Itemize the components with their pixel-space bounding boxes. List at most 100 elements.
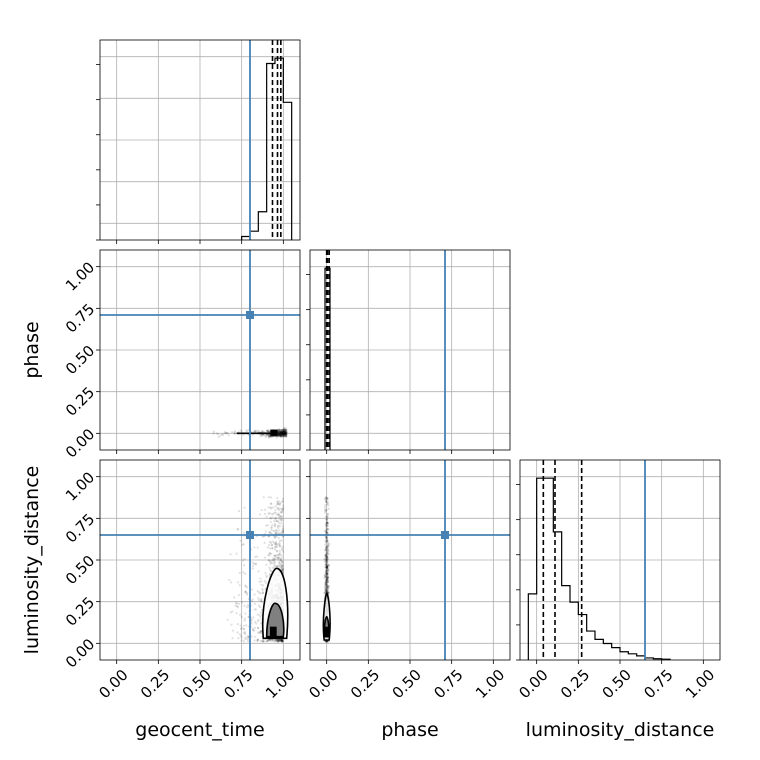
sample-point [270, 502, 273, 505]
sample-point [281, 567, 284, 571]
sample-point [258, 580, 261, 583]
sample-point [325, 508, 328, 512]
sample-point [281, 430, 285, 433]
sample-point [324, 524, 328, 527]
sample-point [283, 427, 286, 430]
sample-point [258, 630, 262, 633]
sample-point [265, 563, 268, 566]
sample-point [325, 583, 328, 586]
sample-point [325, 582, 328, 586]
sample-point [325, 561, 328, 564]
sample-point [240, 430, 243, 433]
sample-point [255, 622, 258, 625]
sample-point [273, 522, 277, 525]
sample-point [326, 537, 329, 540]
sample-point [326, 570, 329, 573]
sample-point [282, 430, 285, 433]
sample-point [326, 572, 329, 575]
sample-point [253, 629, 256, 632]
sample-point [325, 581, 328, 585]
sample-point [279, 434, 282, 437]
sample-point [278, 521, 281, 525]
x-tick-label: 0.75 [640, 666, 676, 702]
sample-point [239, 627, 243, 631]
sample-point [239, 634, 242, 637]
sample-point [279, 638, 283, 641]
sample-point [279, 639, 282, 642]
x-tick-label: 0.00 [515, 666, 551, 702]
sample-point [273, 558, 277, 561]
sample-point [327, 575, 330, 579]
sample-point [326, 581, 329, 584]
sample-point [258, 513, 262, 516]
sample-point [325, 557, 328, 560]
sample-point [324, 581, 327, 584]
sample-point [272, 513, 275, 516]
y-tick-label: 1.00 [62, 258, 98, 294]
x-tick-label: 0.25 [137, 666, 173, 702]
sample-point [282, 432, 285, 435]
sample-point [325, 572, 328, 575]
sample-point [281, 639, 284, 642]
sample-point [222, 433, 225, 436]
sample-point [280, 640, 283, 643]
sample-point [278, 430, 281, 433]
sample-point [253, 602, 256, 605]
sample-point [326, 513, 329, 516]
sample-point [280, 430, 283, 433]
sample-point [269, 531, 272, 534]
sample-point [259, 622, 263, 625]
sample-point [262, 640, 265, 643]
sample-point [244, 572, 247, 575]
sample-point [277, 536, 280, 540]
sample-point [278, 432, 282, 435]
sample-point [273, 511, 276, 514]
sample-point [242, 628, 245, 631]
sample-point [272, 638, 275, 641]
sample-point [260, 599, 263, 602]
sample-point [325, 572, 329, 576]
sample-point [256, 546, 259, 549]
sample-point [325, 536, 328, 539]
sample-point [262, 535, 265, 538]
sample-point [260, 434, 263, 437]
sample-point [268, 434, 272, 437]
sample-point [278, 432, 282, 435]
sample-point [280, 640, 283, 643]
sample-point [285, 429, 288, 433]
sample-point [256, 639, 259, 643]
sample-point [283, 430, 286, 433]
sample-point [270, 639, 273, 643]
sample-point [277, 639, 281, 642]
sample-point [280, 432, 283, 435]
sample-point [267, 512, 270, 515]
sample-point [326, 587, 329, 591]
sample-point [324, 555, 327, 558]
sample-point [277, 433, 280, 436]
sample-point [268, 638, 272, 641]
sample-point [273, 524, 276, 527]
sample-point [278, 433, 281, 437]
sample-point [281, 560, 284, 563]
sample-point [244, 636, 247, 639]
sample-point [226, 432, 229, 435]
sample-point [281, 434, 284, 437]
sample-point [259, 631, 262, 634]
sample-point [265, 574, 268, 577]
sample-point [326, 540, 329, 543]
histogram-luminosity_distance [527, 477, 671, 660]
sample-point [273, 640, 276, 643]
sample-point [327, 586, 330, 589]
sample-point [280, 639, 283, 642]
sample-point [276, 503, 279, 506]
sample-point [266, 639, 269, 642]
sample-point [325, 578, 328, 581]
sample-point [323, 592, 326, 595]
truth-marker [246, 531, 254, 539]
sample-point [268, 430, 272, 433]
sample-point [270, 559, 274, 562]
sample-point [326, 585, 329, 588]
sample-point [324, 591, 327, 594]
sample-point [273, 565, 276, 568]
sample-point [326, 565, 329, 568]
